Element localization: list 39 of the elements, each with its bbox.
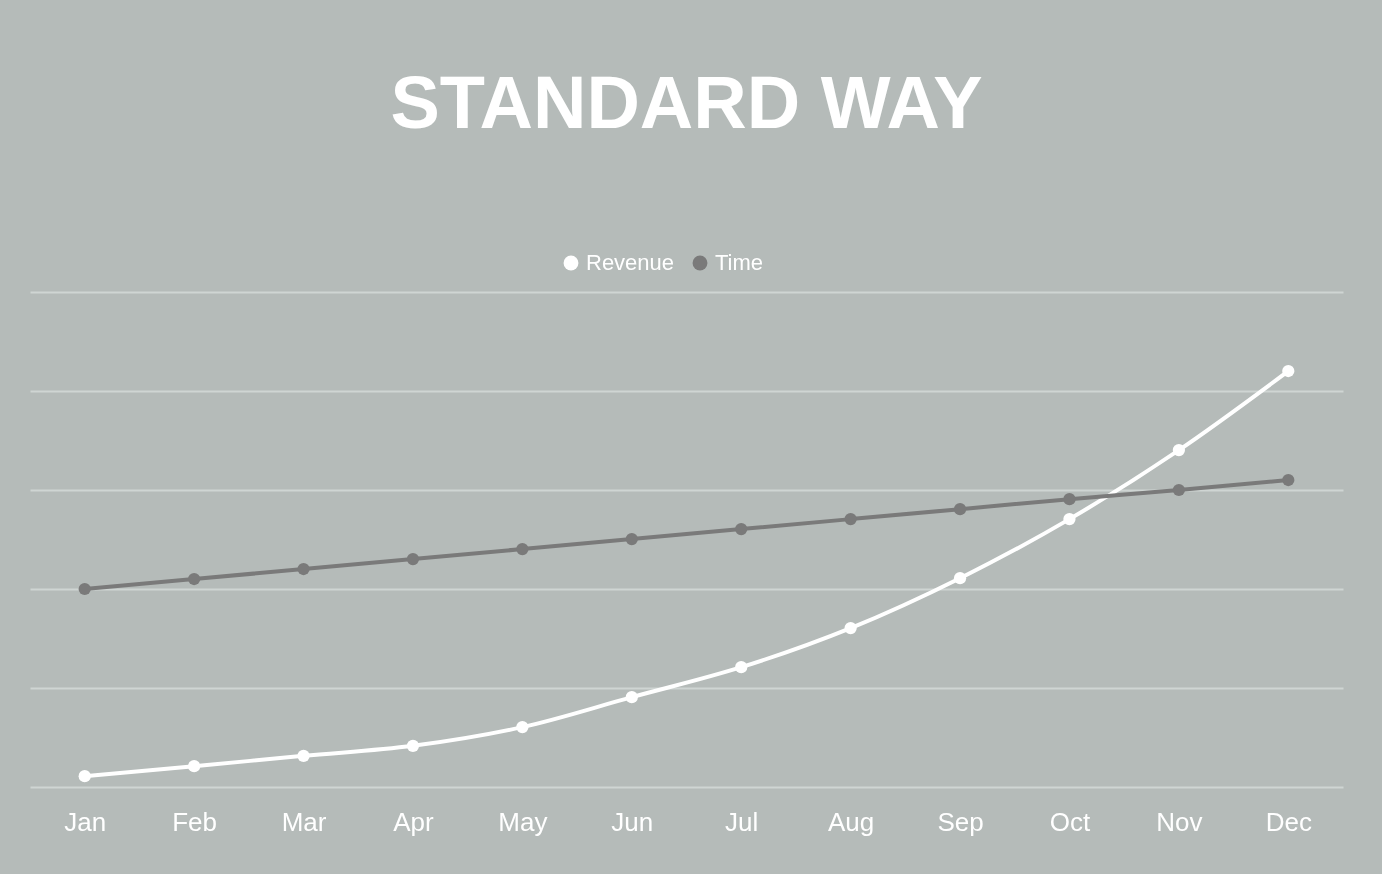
point: [1063, 513, 1076, 526]
point: [735, 661, 748, 674]
point: [844, 621, 857, 635]
x-tick-label: Dec: [1265, 806, 1312, 837]
point: [78, 582, 91, 596]
chart-title: STANDARD WAY: [390, 61, 983, 144]
point: [406, 739, 420, 752]
x-tick-label: Mar: [281, 806, 327, 837]
x-tick-label: Nov: [1156, 806, 1203, 837]
x-tick-label: Jan: [64, 806, 107, 837]
point: [1282, 364, 1295, 378]
point: [953, 503, 967, 516]
point: [297, 749, 310, 762]
legend-label: Time: [715, 250, 764, 275]
point: [188, 572, 201, 586]
x-tick-label: Jun: [611, 806, 654, 837]
point: [844, 513, 857, 526]
point: [1282, 473, 1295, 487]
point: [735, 522, 748, 536]
point: [406, 552, 420, 566]
point: [78, 770, 91, 783]
point: [516, 542, 529, 556]
point: [953, 572, 967, 585]
x-tick-label: Jul: [725, 806, 759, 837]
x-tick-label: May: [498, 806, 548, 837]
x-tick-label: Aug: [827, 806, 875, 837]
point: [625, 532, 638, 546]
point: [1172, 483, 1185, 497]
x-tick-label: Feb: [172, 806, 218, 837]
point: [1063, 493, 1076, 506]
point: [625, 691, 638, 704]
x-tick-label: Oct: [1049, 806, 1091, 837]
point: [188, 760, 201, 773]
point: [297, 562, 310, 576]
point: [1172, 443, 1185, 457]
point: [516, 720, 529, 734]
x-tick-label: Apr: [393, 806, 435, 837]
x-tick-label: Sep: [937, 806, 984, 837]
legend-label: Revenue: [586, 250, 675, 275]
